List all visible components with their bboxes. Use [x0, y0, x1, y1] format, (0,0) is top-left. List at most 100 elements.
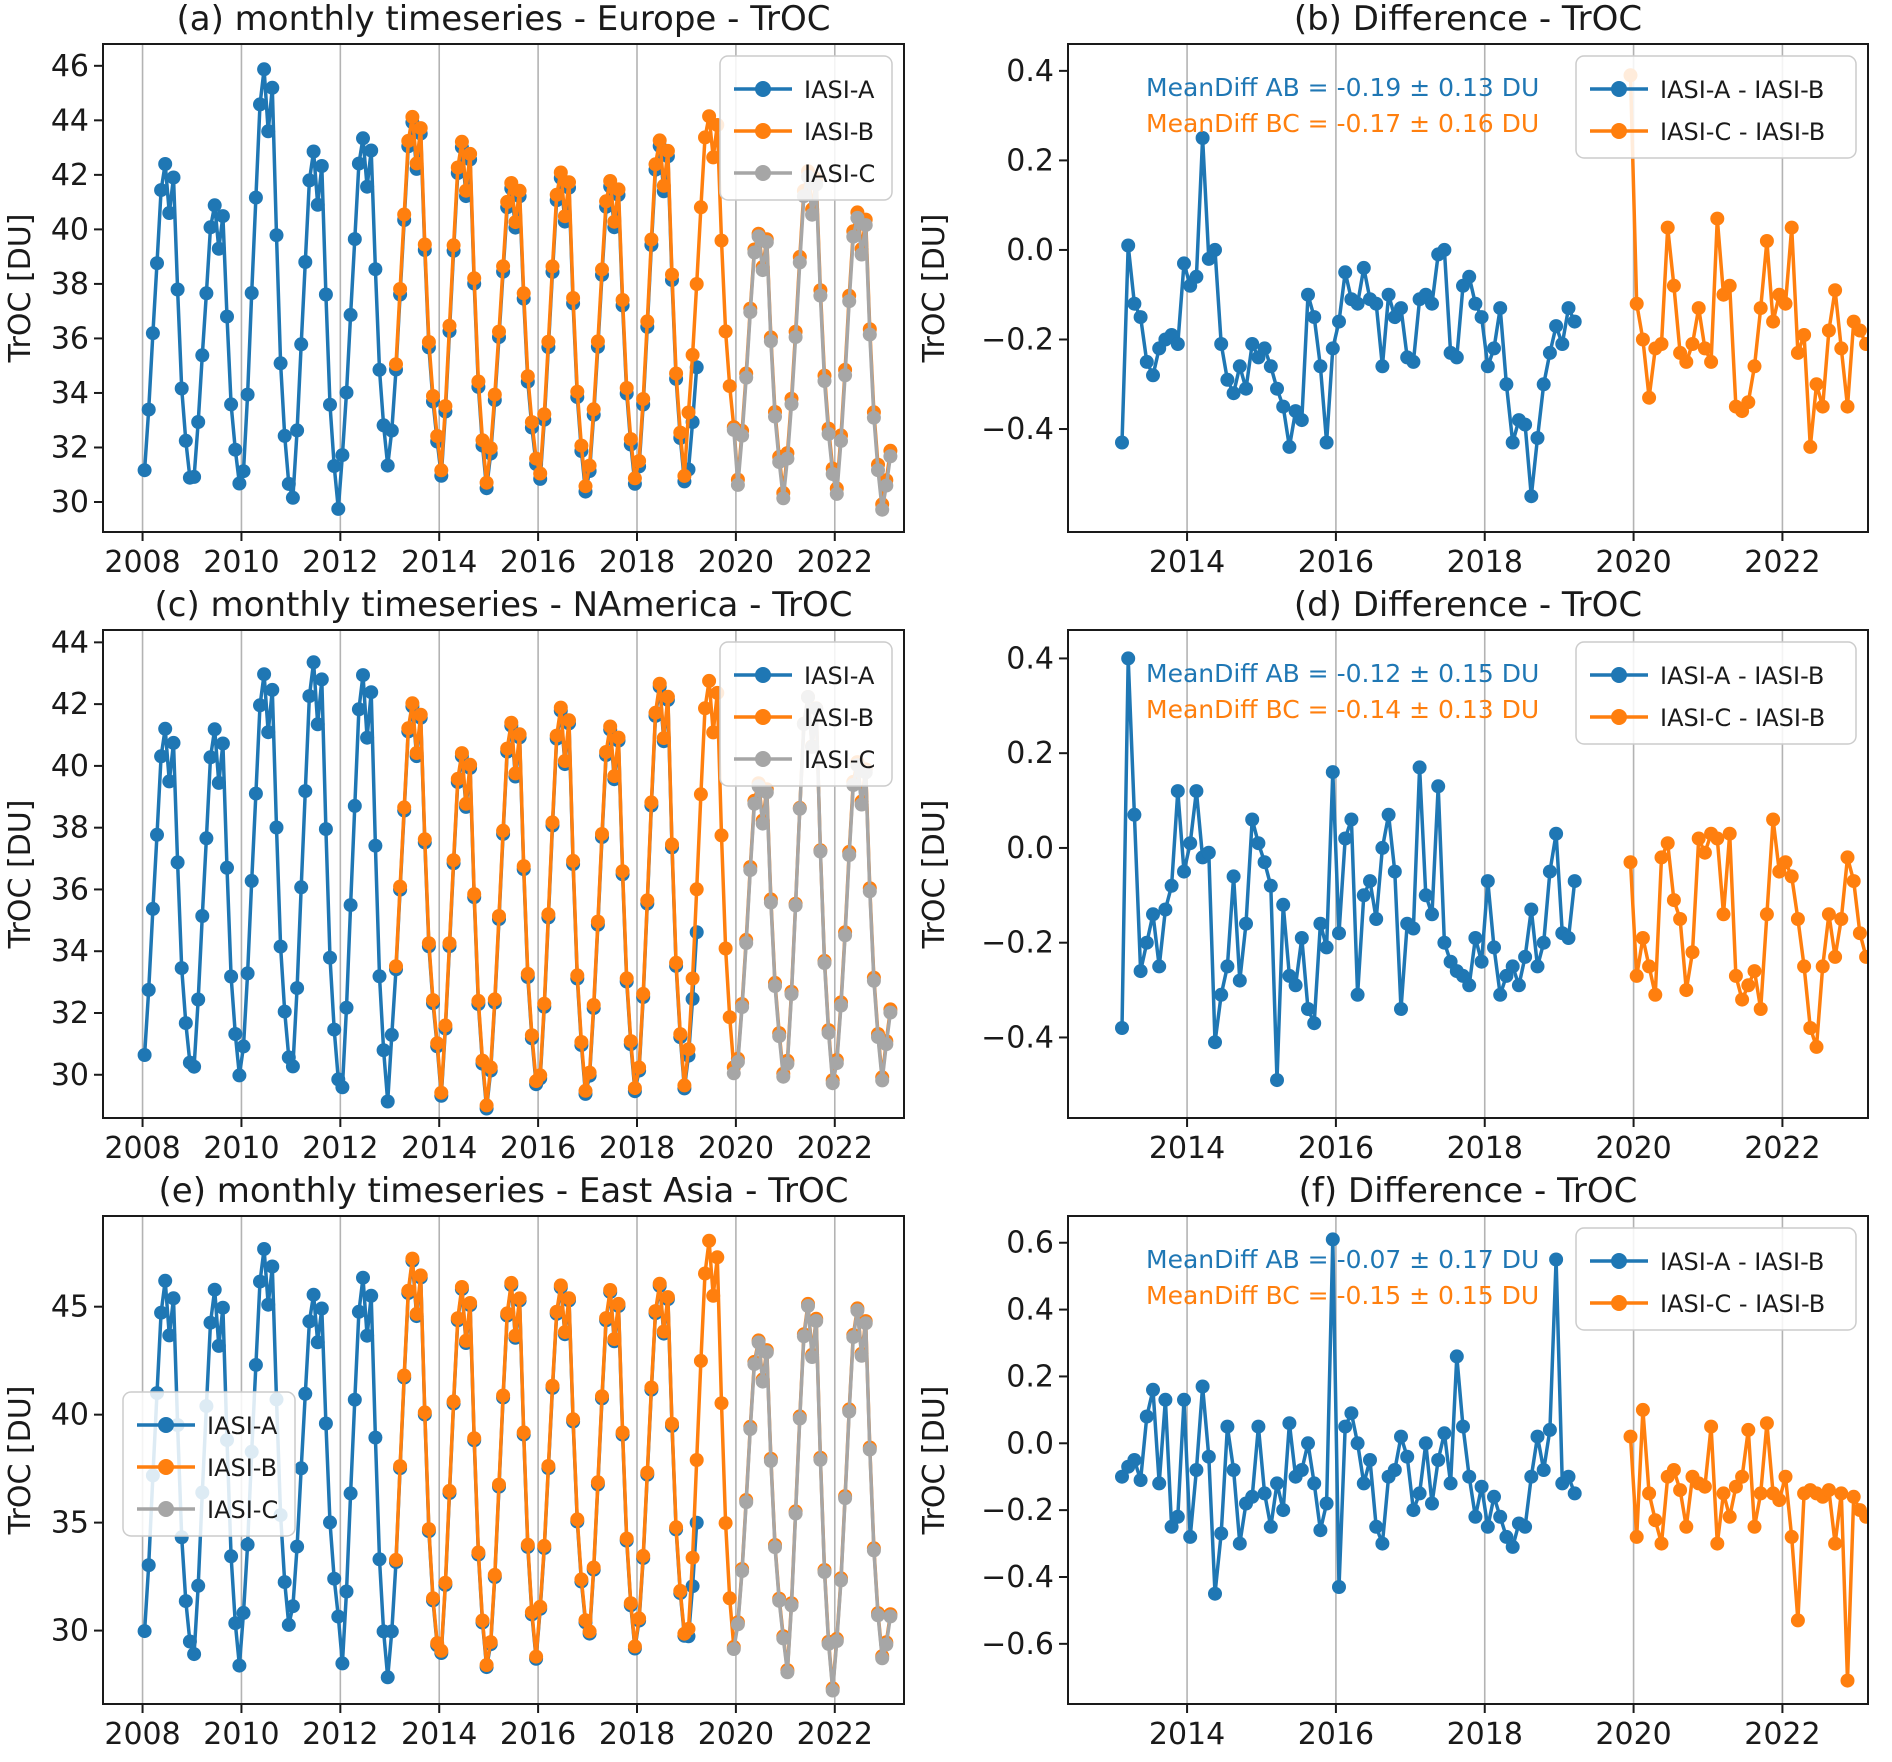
x-tick-label: 2016 — [1298, 1131, 1374, 1166]
legend-sample-marker — [158, 1417, 174, 1433]
data-point — [1177, 1392, 1191, 1407]
data-point — [702, 673, 717, 688]
data-point — [141, 402, 156, 417]
data-point — [384, 1027, 399, 1042]
x-tick-label: 2016 — [1298, 1717, 1374, 1752]
data-point — [290, 1539, 305, 1554]
data-point — [294, 337, 309, 352]
data-point — [310, 717, 325, 732]
data-point — [529, 451, 544, 466]
legend-sample-marker — [1611, 123, 1627, 139]
legend-label: IASI-B — [804, 704, 874, 732]
data-point — [813, 844, 828, 859]
data-point — [524, 1028, 539, 1043]
data-point — [463, 146, 478, 161]
data-point — [566, 1412, 581, 1427]
panel-title: (d) Difference - TrOC — [1294, 585, 1642, 625]
legend-sample-marker — [1611, 1295, 1627, 1311]
data-point — [627, 1081, 642, 1096]
data-point — [1301, 287, 1315, 302]
data-point — [1319, 435, 1334, 450]
data-point — [1834, 341, 1849, 356]
data-point — [524, 415, 539, 430]
x-tick-label: 2012 — [302, 1717, 378, 1752]
data-point — [1369, 1519, 1384, 1534]
x-tick-label: 2018 — [599, 1131, 675, 1166]
data-point — [1778, 855, 1793, 870]
data-point — [1809, 377, 1824, 392]
data-point — [162, 206, 177, 220]
data-point — [1363, 874, 1377, 889]
data-point — [446, 1394, 461, 1409]
data-point — [351, 156, 366, 171]
data-point — [228, 1616, 243, 1631]
data-point — [1282, 1416, 1297, 1431]
data-point — [294, 1461, 309, 1476]
data-point — [150, 827, 164, 842]
y-tick-label: −0.4 — [981, 1020, 1054, 1055]
data-point — [615, 1425, 630, 1440]
data-point — [1121, 651, 1136, 666]
data-point — [1232, 1536, 1247, 1551]
legend-label: IASI-C - IASI-B — [1660, 1290, 1825, 1318]
data-point — [417, 832, 432, 847]
data-point — [726, 1066, 741, 1081]
data-point — [537, 996, 552, 1011]
data-point — [747, 796, 762, 811]
data-point — [595, 827, 609, 841]
data-point — [380, 458, 395, 473]
data-point — [660, 1290, 675, 1305]
data-point — [1635, 931, 1650, 945]
data-point — [1239, 916, 1253, 931]
data-point — [137, 463, 152, 478]
data-point — [166, 735, 181, 750]
data-point — [879, 1037, 894, 1052]
data-point — [842, 1404, 857, 1419]
data-point — [1487, 940, 1501, 955]
data-point — [1220, 372, 1235, 387]
data-point — [438, 1575, 453, 1590]
data-point — [875, 502, 890, 517]
data-point — [1691, 831, 1706, 846]
data-point — [768, 1540, 782, 1555]
data-point — [1487, 1489, 1501, 1504]
data-point — [191, 415, 206, 429]
data-point — [310, 197, 325, 212]
data-point — [1338, 831, 1353, 846]
data-point — [269, 820, 284, 835]
data-point — [619, 971, 634, 986]
y-tick-label: 0.2 — [1006, 1359, 1054, 1394]
data-point — [298, 1386, 313, 1401]
data-point — [1518, 1519, 1533, 1534]
legend-label: IASI-A — [804, 76, 875, 104]
data-point — [248, 1357, 263, 1372]
data-point — [1127, 296, 1142, 311]
data-point — [516, 1425, 531, 1440]
data-point — [244, 873, 259, 888]
y-tick-label: 0.0 — [1006, 233, 1054, 268]
data-point — [351, 1304, 366, 1319]
data-point — [1189, 1463, 1204, 1477]
x-tick-label: 2020 — [1595, 545, 1671, 580]
data-point — [389, 357, 403, 372]
data-point — [557, 1325, 572, 1340]
data-point — [1152, 1476, 1167, 1491]
data-point — [784, 1598, 799, 1613]
series-line — [1120, 656, 1577, 1082]
data-point — [834, 1573, 848, 1588]
data-point — [487, 992, 502, 1007]
data-point — [772, 1593, 787, 1608]
y-tick-label: 40 — [51, 1398, 89, 1433]
data-point — [376, 1043, 391, 1058]
data-point — [145, 326, 160, 341]
data-point — [586, 402, 601, 417]
data-point — [1685, 945, 1700, 960]
data-point — [426, 1591, 440, 1606]
data-point — [372, 1552, 387, 1567]
data-point — [1474, 1479, 1489, 1494]
data-point — [656, 731, 671, 746]
data-point — [1635, 1402, 1650, 1417]
data-point — [273, 939, 288, 954]
data-point — [623, 1034, 638, 1049]
y-tick-label: 40 — [51, 749, 89, 784]
